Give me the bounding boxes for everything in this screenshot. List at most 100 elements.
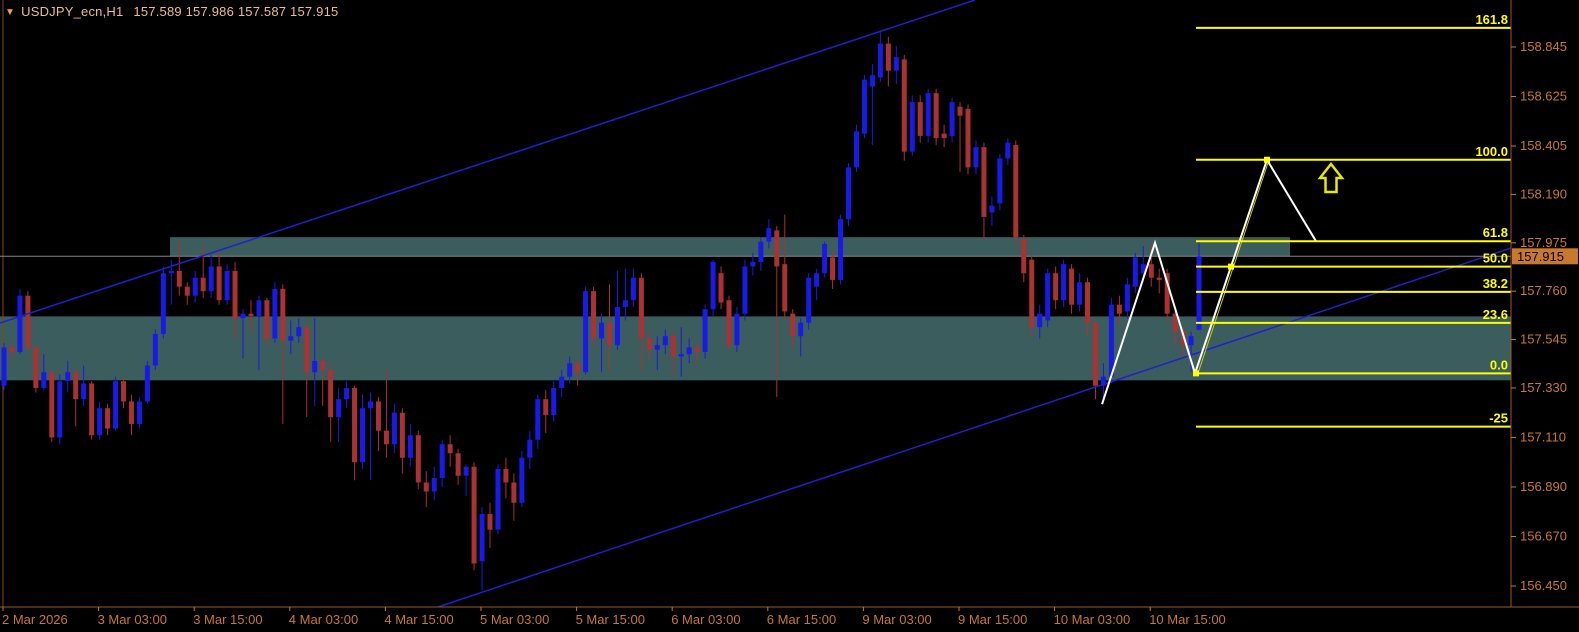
fib-label-50.0: 50.0 — [1483, 251, 1508, 266]
candle-body — [1172, 313, 1178, 332]
candle-body — [9, 347, 15, 352]
candle-body — [17, 295, 23, 352]
candle-body — [272, 288, 278, 339]
time-axis-label: 3 Mar 15:00 — [193, 612, 262, 627]
candle-body — [750, 261, 756, 267]
chart-title: ▼ USDJPY_ecn,H1 157.589 157.986 157.587 15… — [5, 4, 338, 19]
candle-body — [336, 399, 342, 418]
candle-body — [288, 336, 294, 341]
candle-body — [463, 466, 469, 476]
candle-body — [81, 383, 87, 400]
time-axis-label: 5 Mar 15:00 — [576, 612, 645, 627]
candle-body — [73, 372, 79, 400]
candle-body — [742, 266, 748, 314]
candle-body — [622, 300, 628, 307]
price-axis-label: 157.975 — [1520, 235, 1567, 250]
fib-label--25: -25 — [1489, 411, 1508, 426]
candle-body — [1116, 304, 1122, 314]
candle-body — [121, 381, 127, 402]
candle-body — [224, 270, 230, 301]
candle-body — [439, 444, 445, 478]
candle-body — [1188, 336, 1194, 346]
fib-handle — [1228, 263, 1234, 270]
candle-body — [885, 43, 891, 71]
candle-body — [893, 57, 899, 71]
candle-body — [559, 376, 565, 388]
candle-body — [1037, 313, 1043, 328]
candle-body — [718, 273, 724, 303]
candle-body — [192, 277, 198, 296]
candle-body — [184, 286, 190, 296]
candle-body — [1132, 257, 1138, 287]
fib-handle — [1264, 156, 1270, 163]
candle-body — [973, 147, 979, 168]
candle-body — [670, 336, 676, 357]
candle-body — [97, 408, 103, 436]
price-axis-label: 157.110 — [1520, 429, 1566, 444]
time-axis-label: 6 Mar 15:00 — [767, 612, 836, 627]
candle-body — [846, 167, 852, 220]
candle-body — [646, 338, 652, 350]
candle-body — [1021, 239, 1027, 274]
candle-body — [949, 102, 955, 136]
time-axis-label: 9 Mar 03:00 — [862, 612, 931, 627]
candle-body — [280, 288, 286, 341]
candle-body — [136, 401, 142, 424]
candle-body — [1092, 322, 1098, 386]
candle-body — [113, 381, 119, 429]
candle-body — [240, 313, 246, 319]
candle-body — [511, 482, 517, 503]
candle-body — [367, 401, 373, 409]
candle-body — [535, 399, 541, 440]
price-axis-label: 156.670 — [1520, 528, 1567, 543]
candle-body — [471, 466, 477, 564]
candle-body — [981, 147, 987, 217]
time-axis-label: 10 Mar 15:00 — [1149, 612, 1226, 627]
candle-body — [1100, 376, 1106, 386]
candle-body — [1005, 142, 1011, 159]
candle-body — [933, 93, 939, 139]
candle-body — [726, 300, 732, 346]
candle-body — [901, 59, 907, 152]
candle-body — [877, 43, 883, 78]
candle-body — [352, 387, 358, 463]
candle-body — [399, 412, 405, 458]
candle-body — [1164, 273, 1170, 314]
candle-body — [1085, 282, 1091, 323]
current-price-tag — [1512, 248, 1578, 265]
candle-body — [606, 322, 612, 346]
channel-upper-line — [0, 0, 976, 324]
candle-body — [1069, 268, 1075, 305]
candle-body — [296, 327, 302, 337]
candle-body — [654, 345, 660, 350]
candle-body — [527, 439, 533, 458]
candle-body — [248, 313, 254, 316]
fib-label-100.0: 100.0 — [1475, 144, 1508, 159]
candle-body — [152, 333, 158, 366]
candle-body — [838, 219, 844, 280]
candle-body — [662, 336, 668, 346]
candle-body — [917, 102, 923, 136]
candle-body — [869, 75, 875, 87]
candle-body — [1148, 264, 1154, 278]
symbol-dropdown-icon[interactable]: ▼ — [5, 7, 16, 18]
candle-body — [503, 468, 509, 483]
channel-lower-line — [437, 247, 1512, 608]
candle-body — [543, 399, 549, 415]
candle-body — [790, 313, 796, 337]
candle-body — [360, 408, 366, 463]
time-axis-label: 6 Mar 03:00 — [671, 612, 740, 627]
price-axis-label: 156.450 — [1520, 578, 1567, 593]
candle-body — [25, 295, 31, 348]
candle-body — [208, 266, 214, 292]
time-axis-label: 3 Mar 03:00 — [98, 612, 167, 627]
candle-body — [1156, 277, 1162, 280]
price-axis-label: 158.845 — [1520, 39, 1567, 54]
candle-body — [256, 300, 262, 316]
candle-body — [447, 444, 453, 454]
candle-body — [320, 360, 326, 370]
candle-body — [630, 277, 636, 301]
candle-body — [782, 264, 788, 312]
candle-body — [89, 383, 95, 436]
candle-body — [200, 277, 206, 292]
